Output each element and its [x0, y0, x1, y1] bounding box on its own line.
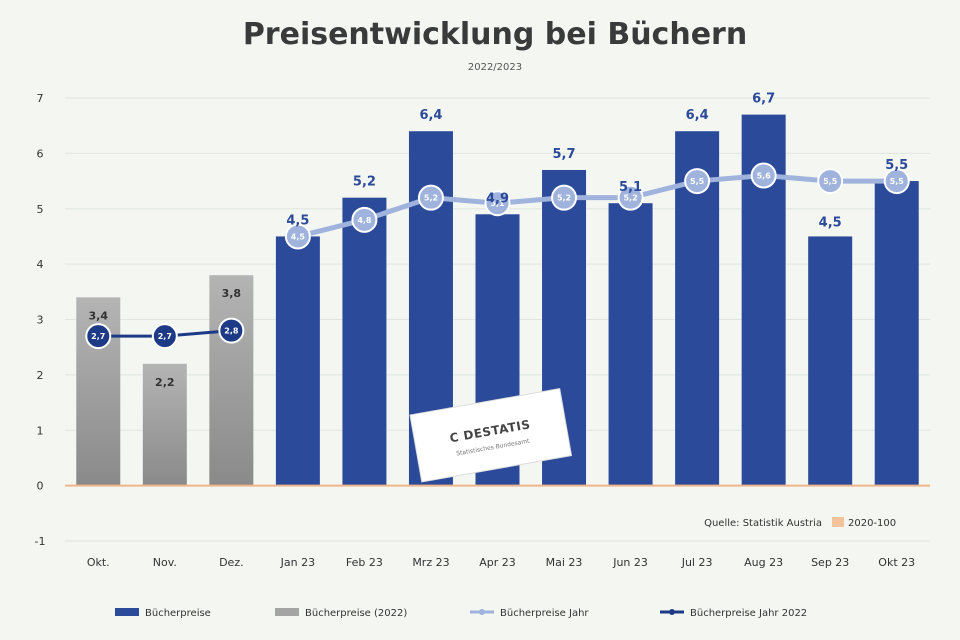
chart-subtitle: 2022/2023 — [468, 62, 522, 73]
line-marker — [817, 168, 844, 195]
bar — [608, 203, 653, 486]
bar-value-label: 5,5 — [885, 158, 908, 173]
bar-value-label: 4,5 — [286, 213, 309, 228]
bar-value-label: 5,1 — [619, 180, 642, 195]
x-axis-ticks: Okt. Nov. Dez. Jan 23 Feb 23 Mrz 23 Apr 23 Mai … — [87, 556, 915, 569]
source-note: Quelle: Statistik Austria 2020-100 — [704, 517, 896, 529]
marker-label: 5,2 — [623, 194, 637, 203]
source-legend-swatch — [832, 517, 844, 527]
logo-card — [409, 388, 573, 483]
legend-label: Bücherpreise (2022) — [305, 608, 407, 619]
watermark-logo: C DESTATIS Statistisches Bundesamt — [409, 388, 573, 483]
x-tick-label: Okt. — [87, 556, 110, 569]
bar-value-label: 5,7 — [553, 147, 576, 162]
marker-label: 5,2 — [557, 194, 571, 203]
y-tick-label: 6 — [37, 147, 44, 160]
bar-value-label: 5,2 — [353, 175, 376, 190]
line-marker — [750, 162, 777, 189]
marker-label: 2,8 — [224, 327, 239, 336]
legend-label: Bücherpreise — [145, 608, 211, 619]
legend: Bücherpreise Bücherpreise (2022) Bücherpre… — [115, 608, 807, 619]
marker-label: 5,5 — [890, 177, 905, 186]
y-tick-label: 7 — [37, 92, 44, 105]
y-tick-label: 3 — [37, 314, 44, 327]
legend-label: Bücherpreise Jahr 2022 — [690, 608, 807, 619]
bar-value-label: 6,4 — [686, 108, 709, 123]
line-marker — [351, 206, 378, 233]
y-tick-label: 2 — [37, 369, 44, 382]
marker-label: 5,5 — [690, 177, 705, 186]
bar-value-label: 2,2 — [155, 376, 175, 389]
marker-label: 5,6 — [757, 172, 772, 181]
source-text: Quelle: Statistik Austria — [704, 518, 822, 529]
line-marker — [218, 317, 245, 344]
bar-value-label: 3,8 — [222, 287, 242, 300]
x-tick-label: Dez. — [219, 556, 244, 569]
bar — [342, 197, 387, 486]
data-labels: 4,54,85,25,15,2 5,25,55,65,5 5,52,7 2,72,83… — [89, 92, 909, 389]
x-tick-label: Nov. — [153, 556, 177, 569]
line-marker — [151, 323, 178, 350]
bar — [142, 363, 187, 486]
line-marker — [684, 168, 711, 195]
x-tick-label: Sep 23 — [811, 556, 849, 569]
legend-marker — [479, 609, 485, 615]
x-tick-label: Aug 23 — [744, 556, 783, 569]
marker-label: 2,7 — [91, 332, 105, 341]
chart-title: Preisentwicklung bei Büchern — [243, 17, 747, 52]
x-tick-label: Mai 23 — [546, 556, 583, 569]
legend-marker — [669, 609, 675, 615]
bar-value-label: 4,9 — [486, 191, 509, 206]
marker-label: 5,2 — [424, 194, 438, 203]
bar-value-label: 3,4 — [89, 309, 109, 322]
bar-value-label: 6,7 — [752, 92, 775, 107]
legend-swatch — [115, 608, 139, 616]
legend-label: Bücherpreise Jahr — [500, 608, 589, 619]
marker-label: 2,7 — [158, 332, 172, 341]
bar — [275, 236, 320, 486]
marker-label: 5,5 — [823, 177, 838, 186]
bar — [209, 275, 254, 486]
y-tick-label: 4 — [37, 258, 44, 271]
x-tick-label: Jun 23 — [612, 556, 648, 569]
bar-value-label: 6,4 — [419, 108, 442, 123]
y-axis-ticks: -1 0 1 2 3 4 5 6 7 — [35, 92, 46, 548]
line-marker — [85, 323, 112, 350]
x-tick-label: Mrz 23 — [412, 556, 449, 569]
marker-label: 4,5 — [291, 232, 306, 241]
x-tick-label: Feb 23 — [346, 556, 383, 569]
bars — [76, 114, 919, 486]
line-marker — [551, 184, 578, 211]
y-tick-label: 1 — [37, 424, 44, 437]
line-marker — [284, 223, 311, 250]
marker-label: 4,8 — [357, 216, 372, 225]
x-tick-label: Okt 23 — [878, 556, 915, 569]
y-tick-label: 5 — [37, 203, 44, 216]
line-marker — [883, 168, 910, 195]
y-tick-label: 0 — [37, 480, 44, 493]
bar — [874, 181, 919, 486]
y-tick-label: -1 — [35, 535, 46, 548]
line-marker — [417, 184, 444, 211]
series-line — [297, 173, 897, 239]
marker-label: 5,1 — [490, 199, 505, 208]
line-marker — [617, 184, 644, 211]
legend-swatch — [275, 608, 299, 616]
x-tick-label: Jul 23 — [681, 556, 713, 569]
bar — [808, 236, 853, 486]
bar-value-label: 4,5 — [819, 215, 842, 230]
x-tick-label: Jan 23 — [280, 556, 315, 569]
x-tick-label: Apr 23 — [479, 556, 516, 569]
lines — [85, 162, 910, 350]
source-legend-text: 2020-100 — [848, 518, 896, 529]
line-marker — [484, 190, 511, 217]
